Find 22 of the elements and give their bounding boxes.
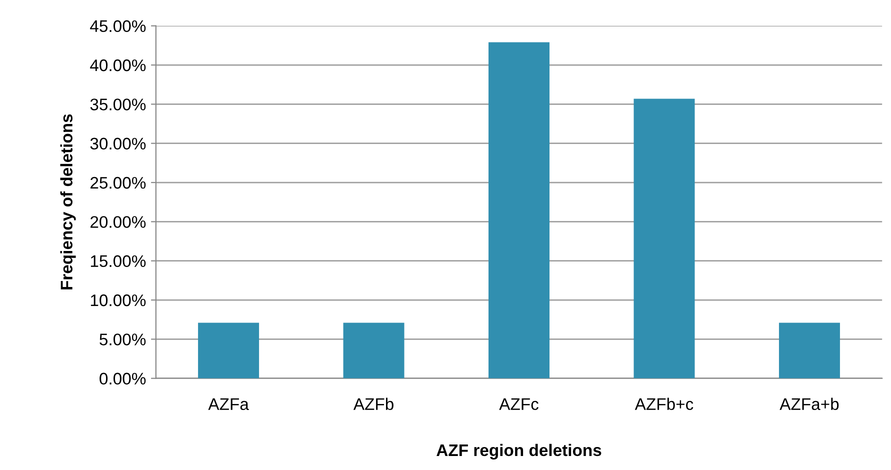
y-tick-label: 30.00% [90, 138, 146, 150]
bar [488, 42, 550, 378]
x-tick-label: AZFb [353, 398, 394, 410]
bar [198, 322, 260, 378]
x-tick-label: AZFa+b [780, 398, 839, 410]
bar [778, 322, 840, 378]
y-tick-label: 0.00% [100, 372, 146, 385]
y-tick-label: 45.00% [90, 20, 146, 32]
x-tick-label: AZFc [499, 398, 538, 410]
bar [343, 322, 404, 378]
y-tick-label: 5.00% [100, 334, 146, 346]
y-axis-title: Freqiency of deletions [60, 114, 76, 290]
bar [634, 98, 695, 378]
y-tick-label: 15.00% [90, 255, 146, 268]
y-tick-label: 40.00% [90, 59, 146, 72]
x-tick-label: AZFb+c [634, 398, 694, 410]
x-tick-label: AZFa [208, 398, 249, 410]
y-tick-label: 10.00% [90, 294, 146, 306]
x-axis-title: AZF region deletions [436, 444, 602, 460]
y-tick-label: 20.00% [90, 216, 146, 228]
y-tick-label: 25.00% [90, 176, 146, 189]
y-tick-label: 35.00% [90, 98, 146, 110]
